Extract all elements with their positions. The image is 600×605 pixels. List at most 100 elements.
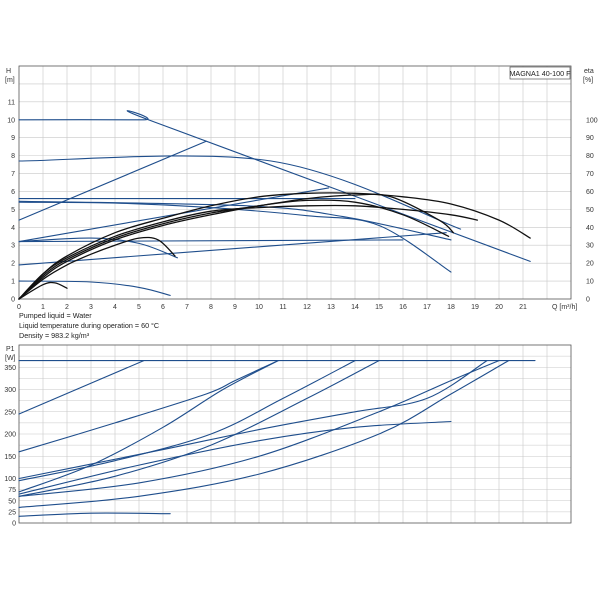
eta-tick-label: 60 (586, 189, 594, 196)
power-curve (18, 360, 510, 508)
power-chart-curves (18, 360, 536, 517)
q-tick-label: 2 (65, 304, 69, 311)
eta-tick-label: 100 (586, 117, 598, 124)
power-curve (18, 512, 171, 517)
p1-tick-label: 25 (8, 509, 16, 516)
head-curve (18, 232, 447, 266)
model-label-box (509, 66, 571, 80)
power-chart-ticks: 0 25 50 75 100 150 200 250 300 350 (4, 365, 16, 528)
eta-axis-label: eta (584, 68, 594, 75)
head-chart-grid (19, 66, 571, 299)
p1-tick-label: 0 (12, 521, 16, 528)
q-tick-label: 7 (185, 304, 189, 311)
h-tick-label: 5 (11, 207, 15, 214)
power-curve (18, 360, 356, 482)
p1-axis-label: P1 (6, 346, 15, 353)
eta-axis-unit: [%] (583, 77, 593, 84)
q-tick-label: 9 (233, 304, 237, 311)
power-curve (18, 360, 145, 415)
power-curve (18, 360, 488, 480)
p1-tick-label: 150 (4, 454, 16, 461)
head-curve (18, 200, 452, 241)
q-tick-label: 11 (279, 304, 286, 311)
h-tick-label: 8 (11, 153, 15, 160)
head-curve (18, 110, 531, 262)
q-tick-label: 14 (351, 304, 359, 311)
efficiency-curve (18, 192, 531, 300)
eta-tick-label: 50 (586, 207, 594, 214)
q-tick-label: 3 (89, 304, 93, 311)
q-tick-label: 18 (447, 304, 455, 311)
q-tick-label: 20 (495, 304, 503, 311)
head-curve (18, 140, 207, 221)
power-curve (18, 420, 452, 495)
note-pumped-liquid: Pumped liquid = Water (19, 311, 92, 320)
q-tick-label: 10 (255, 304, 263, 311)
head-chart-ticks: 0 1 2 3 4 5 6 7 8 9 10 11 12 13 14 15 16 17 18 19 20 21012345… (7, 99, 598, 311)
eta-tick-label: 70 (586, 171, 594, 178)
h-tick-label: 3 (11, 243, 15, 250)
q-tick-label: 16 (399, 304, 407, 311)
eta-tick-label: 0 (586, 297, 590, 304)
efficiency-curve (18, 281, 68, 300)
q-tick-label: 1 (41, 304, 45, 311)
p1-tick-label: 250 (4, 409, 16, 416)
power-curve (18, 360, 279, 453)
h-tick-label: 0 (11, 297, 15, 304)
efficiency-curve (18, 204, 479, 300)
head-chart-frame (18, 65, 572, 300)
eta-tick-label: 30 (586, 243, 594, 250)
power-curve (18, 360, 279, 493)
eta-tick-label: 80 (586, 153, 594, 160)
p1-tick-label: 75 (8, 487, 16, 494)
q-tick-label: 17 (423, 304, 431, 311)
power-chart-grid (19, 345, 571, 523)
q-tick-label: 8 (209, 304, 213, 311)
power-curve (18, 360, 380, 497)
p1-tick-label: 200 (4, 432, 16, 439)
p1-tick-label: 50 (8, 498, 16, 505)
eta-tick-label: 10 (586, 279, 594, 286)
h-tick-label: 1 (11, 279, 15, 286)
q-tick-label: 13 (327, 304, 335, 311)
efficiency-curve (18, 236, 176, 300)
eta-tick-label: 20 (586, 261, 594, 268)
efficiency-curve (18, 199, 450, 300)
power-chart-frame (18, 344, 572, 524)
h-tick-label: 11 (8, 99, 15, 106)
eta-tick-label: 40 (586, 225, 594, 232)
q-tick-label: 5 (137, 304, 141, 311)
h-axis-label: H (6, 68, 11, 75)
head-chart-curves (18, 110, 531, 300)
q-tick-label: 19 (471, 304, 479, 311)
p1-tick-label: 350 (4, 365, 16, 372)
q-tick-label: 21 (519, 304, 527, 311)
head-curve (18, 237, 178, 259)
h-axis-unit: [m] (5, 77, 15, 84)
head-curve (18, 239, 404, 243)
q-tick-label: 4 (113, 304, 117, 311)
h-tick-label: 4 (11, 225, 15, 232)
q-tick-label: 0 (17, 304, 21, 311)
power-curve (18, 360, 500, 497)
eta-tick-label: 90 (586, 135, 594, 142)
h-tick-label: 6 (11, 189, 15, 196)
h-tick-label: 10 (7, 117, 15, 124)
p1-tick-label: 100 (4, 476, 16, 483)
h-tick-label: 9 (11, 135, 15, 142)
model-label: MAGNA1 40-100 F (509, 69, 571, 78)
q-tick-label: 12 (303, 304, 311, 311)
efficiency-curve (18, 193, 455, 300)
p1-tick-label: 300 (4, 387, 16, 394)
h-tick-label: 2 (11, 261, 15, 268)
q-axis-label: Q [m³/h] (552, 304, 577, 311)
head-curve (18, 280, 171, 296)
note-liquid-temperature: Liquid temperature during operation = 60… (19, 321, 159, 330)
p1-axis-unit: [W] (5, 355, 16, 362)
q-tick-label: 15 (375, 304, 383, 311)
head-curve (18, 155, 462, 230)
h-tick-label: 7 (11, 171, 15, 178)
q-tick-label: 6 (161, 304, 165, 311)
note-density: Density = 983.2 kg/m³ (19, 331, 90, 340)
